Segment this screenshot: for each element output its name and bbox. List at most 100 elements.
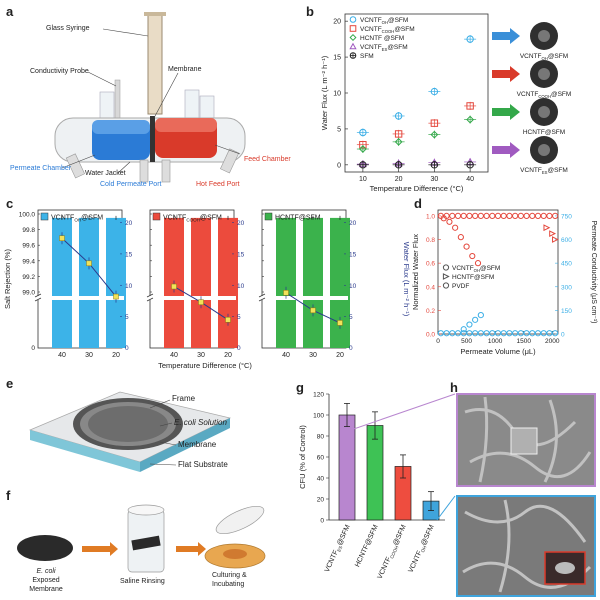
data-point	[449, 330, 456, 337]
label-part: VCNTF	[51, 215, 74, 222]
y-axis-title: Water Flux (L m⁻² h⁻¹)	[320, 55, 329, 130]
label-part: @SFM	[474, 274, 494, 281]
flux-point	[198, 299, 204, 305]
label-part: @SFM	[547, 167, 567, 174]
y-tick-label: 100.0	[19, 212, 36, 219]
data-point	[440, 215, 447, 222]
side-label: HCNTF@SFM	[523, 129, 565, 136]
flux-point	[59, 235, 65, 241]
data-point	[466, 321, 473, 328]
plot-frame	[437, 209, 559, 335]
y-tick-label: 0.2	[426, 308, 435, 315]
legend-label: SFM	[360, 53, 374, 60]
label-subscript: OH	[474, 268, 480, 273]
y-tick-label: 5	[337, 126, 341, 133]
y2-axis-title: Water Flux (L m⁻² h⁻¹)	[402, 242, 410, 317]
y-tick-label: 0	[31, 345, 35, 352]
data-point	[552, 330, 559, 337]
y-tick-label: 0	[320, 518, 324, 525]
data-point	[449, 212, 456, 220]
y2-tick-label: 450	[561, 261, 572, 268]
data-point	[474, 260, 482, 267]
arrow-icon	[492, 142, 520, 158]
data-point	[540, 330, 547, 337]
label-exposed: Exposed	[32, 577, 60, 584]
data-point	[552, 212, 559, 220]
label-subscript: COOH	[382, 29, 395, 34]
data-point	[512, 330, 519, 337]
x-tick-label: 30	[197, 352, 205, 359]
data-point	[472, 330, 479, 337]
axis-break-mark	[146, 293, 154, 298]
panel-h-leader-lines	[345, 393, 456, 521]
x-tick-label: 1500	[516, 338, 531, 345]
arrow-icon	[82, 542, 118, 556]
flux-point	[225, 317, 231, 323]
flux-point	[283, 290, 289, 296]
legend-marker	[349, 52, 357, 59]
chart-d: 0 500 1000 1500 2000 0.0 0.2 0.4 0.6 0.8 1.0 0 150 30…	[411, 209, 597, 356]
x-tick-label: 20	[224, 352, 232, 359]
legend-label: VCNTFOH@SFM	[51, 215, 103, 223]
data-point	[443, 330, 450, 337]
y2-tick-label: 20	[125, 220, 133, 227]
y2-tick-label: 10	[237, 283, 245, 290]
label-part: HCNTF	[360, 35, 384, 42]
bar	[276, 217, 296, 348]
data-point	[472, 316, 479, 323]
data-point	[483, 212, 490, 220]
y2-tick-label: 0	[237, 345, 241, 352]
panel-f-illustration	[17, 504, 266, 573]
label-incubating: Incubating	[212, 581, 245, 588]
label-part: @SFM	[387, 44, 407, 51]
data-point	[460, 330, 467, 337]
legend-swatch	[264, 212, 273, 221]
y2-tick-label: 0	[125, 345, 129, 352]
flux-point	[86, 260, 92, 267]
label-part: VCNTF	[360, 17, 382, 24]
data-point	[466, 115, 475, 124]
y-tick-label: 99.6	[22, 243, 35, 250]
label-part: @SFM	[545, 129, 565, 136]
data-point	[460, 326, 467, 333]
label-subscript: ES	[336, 545, 343, 553]
y-axis-title: CFU (% of Control)	[298, 425, 307, 489]
data-point	[523, 212, 530, 220]
y2-tick-label: 10	[125, 283, 133, 290]
data-point	[477, 330, 484, 337]
x-tick-label: 30	[309, 352, 317, 359]
label-part: @SFM	[200, 215, 222, 222]
data-point	[529, 330, 536, 337]
legend-marker	[442, 264, 450, 271]
arrow-icon	[492, 66, 520, 82]
data-point	[517, 212, 524, 220]
y2-tick-label: 20	[237, 220, 245, 227]
flux-point	[337, 320, 343, 326]
label-part: VCNTF	[520, 167, 542, 174]
label-part: @SFM	[384, 35, 404, 42]
data-point	[506, 330, 513, 337]
y-axis-title: Normalized Water Flux	[411, 234, 420, 310]
label-part: HCNTF	[354, 544, 370, 568]
data-point	[457, 234, 464, 241]
y2-tick-label: 5	[349, 314, 353, 321]
legend-label: HCNTF @SFM	[360, 35, 404, 42]
y-tick-label: 1.0	[426, 213, 435, 220]
label-part: PVDF	[452, 283, 469, 290]
label-part: VCNTF	[517, 91, 539, 98]
label-permeate-chamber: Permeate Chamber	[10, 165, 72, 172]
membrane-photo-center	[538, 30, 550, 42]
data-point	[466, 35, 474, 43]
data-point	[483, 330, 490, 337]
axis-break	[36, 296, 124, 300]
data-point	[430, 119, 439, 127]
panel-letter-c: c	[6, 196, 14, 211]
y2-tick-label: 5	[125, 314, 129, 321]
label-subscript: OH	[542, 56, 548, 61]
side-label: VCNTFCOOH@SFM	[517, 91, 572, 99]
side-label: VCNTFOH@SFM	[520, 53, 568, 61]
data-point	[549, 230, 557, 238]
data-point	[430, 87, 439, 96]
data-point	[546, 330, 553, 337]
